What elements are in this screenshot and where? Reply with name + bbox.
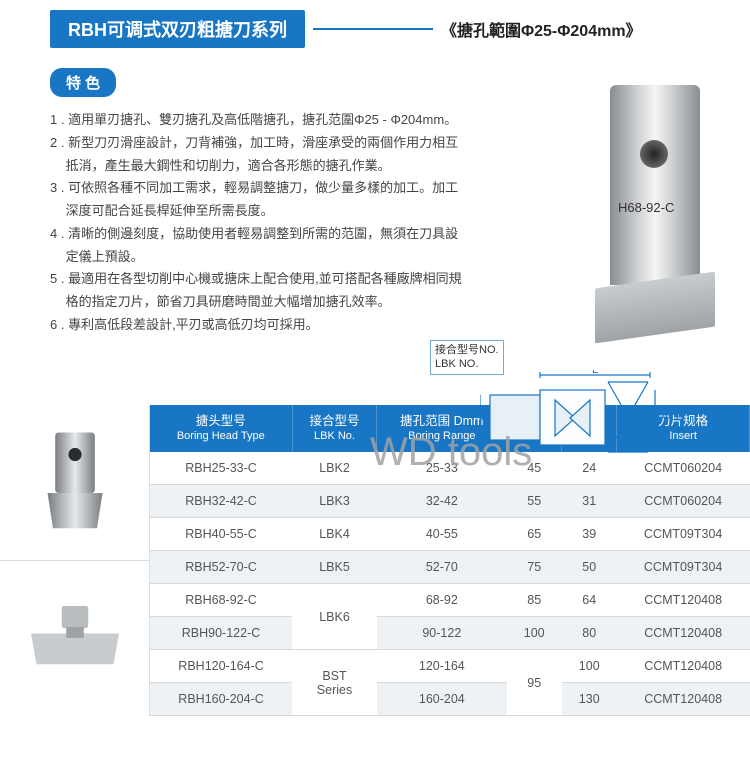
svg-text:ΦC: ΦC [480, 411, 487, 423]
table-cell: RBH25-33-C [150, 452, 292, 485]
table-cell: 120-164 [377, 650, 507, 683]
feature-item: 6 . 專利高低段差設計,平刃或高低刃均可採用。 [50, 314, 470, 337]
table-cell: RBH68-92-C [150, 584, 292, 617]
table-cell: 65 [507, 518, 562, 551]
title-badge: RBH可调式双刃粗搪刀系列 [50, 10, 305, 48]
table-cell: CCMT060204 [617, 485, 750, 518]
thumb-column [0, 405, 150, 717]
table-cell: 40-55 [377, 518, 507, 551]
diagram-svg: L ΦD ΦC [480, 370, 690, 465]
table-cell: 85 [507, 584, 562, 617]
table-cell: 50 [562, 551, 617, 584]
table-cell: 75 [507, 551, 562, 584]
feature-item: 2 . 新型刀刃滑座設計，刀背補強，加工時，滑座承受的兩個作用力相互抵消，產生最… [50, 132, 470, 178]
thumb-small [0, 405, 150, 561]
table-cell: 100 [507, 617, 562, 650]
table-cell: 130 [562, 683, 617, 716]
table-cell: RBH32-42-C [150, 485, 292, 518]
table-cell: RBH52-70-C [150, 551, 292, 584]
table-cell: RBH160-204-C [150, 683, 292, 716]
feature-item: 3 . 可依照各種不同加工需求，輕易調整搪刀，做少量多樣的加工。加工深度可配合延… [50, 177, 470, 223]
title-line [313, 28, 433, 30]
feature-badge: 特 色 [50, 68, 116, 97]
tool-label: H68-92-C [618, 200, 674, 215]
feature-item: 1 . 適用單刃搪孔、雙刃搪孔及高低階搪孔，搪孔范圍Φ25 - Φ204mm。 [50, 109, 470, 132]
table-cell: LBK5 [292, 551, 377, 584]
table-cell: 90-122 [377, 617, 507, 650]
feature-item: 4 . 清晰的側邊刻度，協助使用者輕易調整到所需的范圍，無須在刀具設定儀上預設。 [50, 223, 470, 269]
table-row: RBH40-55-CLBK440-556539CCMT09T304 [150, 518, 750, 551]
table-cell: 68-92 [377, 584, 507, 617]
table-cell: CCMT120408 [617, 584, 750, 617]
header: RBH可调式双刃粗搪刀系列 《搪孔範圍Φ25-Φ204mm》 [50, 10, 750, 48]
subtitle: 《搪孔範圍Φ25-Φ204mm》 [441, 17, 642, 41]
table-cell: LBK2 [292, 452, 377, 485]
table-cell: BSTSeries [292, 650, 377, 716]
product-photo: H68-92-C [540, 80, 750, 310]
svg-text:L: L [592, 370, 598, 376]
table-cell: 52-70 [377, 551, 507, 584]
svg-text:ΦD: ΦD [662, 411, 679, 423]
table-cell: 31 [562, 485, 617, 518]
feature-list: 1 . 適用單刃搪孔、雙刃搪孔及高低階搪孔，搪孔范圍Φ25 - Φ204mm。 … [50, 109, 470, 337]
table-cell: 160-204 [377, 683, 507, 716]
table-cell: LBK6 [292, 584, 377, 650]
technical-diagram: 接合型号NO. LBK NO. L ΦD ΦC [430, 340, 690, 460]
table-cell: 64 [562, 584, 617, 617]
table-row: RBH120-164-CBSTSeries120-16495100CCMT120… [150, 650, 750, 683]
table-cell: 55 [507, 485, 562, 518]
table-cell: 100 [562, 650, 617, 683]
table-cell: CCMT120408 [617, 617, 750, 650]
table-header: 搪头型号Boring Head Type [150, 405, 292, 453]
table-cell: RBH120-164-C [150, 650, 292, 683]
table-cell: RBH40-55-C [150, 518, 292, 551]
table-row: RBH68-92-CLBK668-928564CCMT120408 [150, 584, 750, 617]
table-cell: CCMT120408 [617, 650, 750, 683]
table-cell: LBK3 [292, 485, 377, 518]
table-cell: CCMT09T304 [617, 518, 750, 551]
table-cell: CCMT120408 [617, 683, 750, 716]
table-cell: LBK4 [292, 518, 377, 551]
table-cell: 39 [562, 518, 617, 551]
table-cell: 95 [507, 650, 562, 716]
feature-item: 5 . 最適用在各型切削中心機或搪床上配合使用,並可搭配各種廠牌相同規格的指定刀… [50, 268, 470, 314]
table-cell: 80 [562, 617, 617, 650]
diagram-line1: 接合型号NO. [435, 343, 499, 357]
table-cell: RBH90-122-C [150, 617, 292, 650]
table-row: RBH160-204-C 160-204 130CCMT120408 [150, 683, 750, 716]
table-row: RBH52-70-CLBK552-707550CCMT09T304 [150, 551, 750, 584]
table-header: 接合型号LBK No. [292, 405, 377, 453]
table-cell: 32-42 [377, 485, 507, 518]
table-cell: CCMT09T304 [617, 551, 750, 584]
thumb-large [0, 561, 150, 716]
table-row: RBH90-122-C 90-12210080CCMT120408 [150, 617, 750, 650]
table-row: RBH32-42-CLBK332-425531CCMT060204 [150, 485, 750, 518]
